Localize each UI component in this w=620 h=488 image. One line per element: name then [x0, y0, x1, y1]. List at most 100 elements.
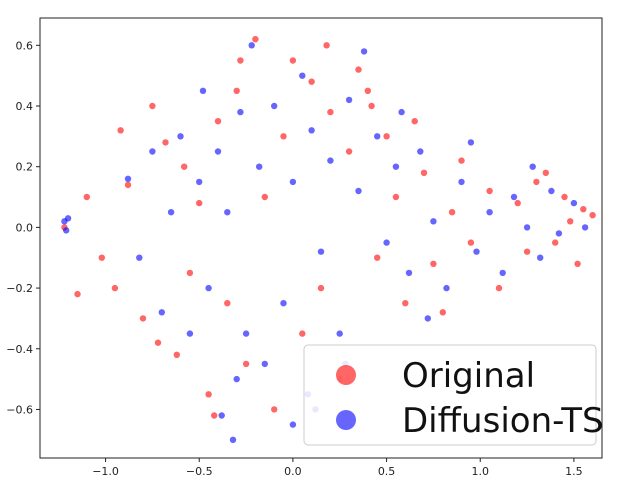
point-diffusion-ts	[271, 102, 278, 110]
point-original	[181, 163, 188, 170]
y-tick-label: 0.6	[16, 39, 34, 52]
point-diffusion-ts	[299, 72, 306, 79]
point-diffusion-ts	[570, 199, 578, 207]
y-tick-label: −0.2	[6, 282, 33, 295]
point-original	[355, 66, 362, 73]
point-diffusion-ts	[430, 218, 437, 225]
point-diffusion-ts	[64, 215, 72, 222]
point-original	[420, 169, 428, 176]
y-tick-label: −0.4	[6, 343, 33, 356]
point-original	[368, 102, 375, 110]
point-diffusion-ts	[486, 209, 493, 216]
point-diffusion-ts	[581, 224, 589, 231]
point-original	[458, 157, 465, 164]
y-tick-label: 0.4	[16, 100, 34, 113]
point-diffusion-ts	[345, 96, 353, 104]
point-diffusion-ts	[186, 330, 194, 337]
y-tick-label: −0.6	[6, 403, 33, 416]
point-original	[495, 284, 503, 292]
point-original	[154, 339, 162, 346]
point-diffusion-ts	[327, 157, 334, 164]
point-diffusion-ts	[124, 175, 132, 182]
point-original	[580, 206, 587, 213]
point-diffusion-ts	[308, 127, 315, 134]
point-original	[261, 193, 268, 201]
point-original	[402, 300, 409, 307]
point-diffusion-ts	[149, 148, 156, 155]
legend-marker-diffusion-ts	[336, 410, 356, 430]
point-original	[533, 178, 540, 186]
point-diffusion-ts	[537, 254, 544, 261]
point-diffusion-ts	[467, 139, 475, 146]
point-original	[111, 284, 119, 292]
point-original	[374, 254, 381, 261]
point-original	[196, 199, 203, 207]
point-diffusion-ts	[458, 178, 465, 186]
point-original	[280, 133, 287, 140]
point-diffusion-ts	[229, 436, 237, 443]
legend-box	[303, 344, 597, 446]
point-diffusion-ts	[233, 375, 240, 383]
point-diffusion-ts	[443, 284, 450, 292]
point-original	[317, 284, 325, 292]
point-original	[233, 87, 240, 95]
point-diffusion-ts	[62, 227, 70, 234]
point-original	[574, 260, 581, 267]
point-diffusion-ts	[289, 421, 297, 428]
point-original	[542, 169, 549, 176]
point-original	[211, 412, 218, 419]
point-original	[345, 148, 353, 155]
point-diffusion-ts	[136, 254, 143, 261]
point-diffusion-ts	[196, 178, 203, 186]
point-original	[289, 57, 297, 64]
point-diffusion-ts	[261, 360, 268, 368]
point-original	[523, 248, 531, 255]
point-diffusion-ts	[177, 133, 184, 140]
point-original	[448, 209, 456, 216]
point-diffusion-ts	[242, 330, 250, 337]
point-original	[162, 139, 169, 146]
point-diffusion-ts	[224, 209, 231, 216]
point-diffusion-ts	[383, 239, 390, 246]
point-original	[149, 102, 156, 110]
point-diffusion-ts	[398, 108, 405, 116]
legend-label-original: Original	[402, 356, 535, 396]
point-diffusion-ts	[248, 42, 255, 49]
legend-label-diffusion-ts: Diffusion-TS	[402, 401, 604, 441]
point-diffusion-ts	[317, 248, 325, 255]
point-original	[486, 187, 493, 195]
point-original	[567, 218, 574, 225]
point-original	[242, 360, 250, 368]
point-diffusion-ts	[218, 412, 225, 419]
point-original	[383, 133, 390, 140]
x-tick-label: 1.0	[471, 465, 489, 478]
x-axis: −1.0 −0.5 0.0 0.5 1.0 1.5	[92, 458, 583, 478]
y-tick-label: 0.0	[16, 221, 34, 234]
point-original	[98, 254, 106, 261]
point-original	[514, 199, 521, 207]
point-diffusion-ts	[473, 248, 480, 255]
point-diffusion-ts	[158, 309, 165, 316]
point-diffusion-ts	[289, 178, 297, 186]
point-diffusion-ts	[529, 163, 536, 170]
point-diffusion-ts	[214, 148, 222, 155]
point-original	[364, 87, 371, 95]
point-diffusion-ts	[523, 224, 531, 231]
point-original	[467, 239, 475, 246]
point-original	[74, 290, 81, 298]
point-original	[83, 193, 91, 201]
point-original	[186, 269, 194, 277]
point-diffusion-ts	[499, 269, 506, 277]
y-axis: 0.6 0.4 0.2 0.0 −0.2 −0.4 −0.6	[6, 39, 40, 416]
point-diffusion-ts	[510, 193, 518, 201]
point-diffusion-ts	[167, 209, 175, 216]
y-tick-label: 0.2	[16, 161, 34, 174]
point-original	[173, 351, 180, 358]
x-tick-label: 0.5	[378, 465, 396, 478]
point-original	[411, 118, 418, 125]
point-diffusion-ts	[256, 163, 263, 170]
point-diffusion-ts	[405, 269, 413, 277]
x-tick-label: 0.0	[284, 465, 302, 478]
point-diffusion-ts	[548, 187, 555, 195]
